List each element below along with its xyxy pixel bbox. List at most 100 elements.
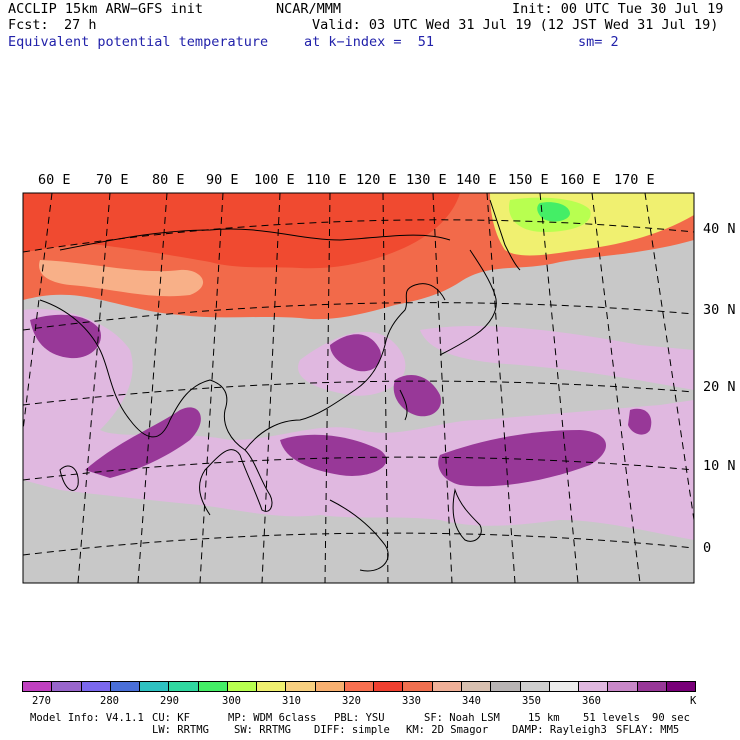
forecast-hour: 27 h bbox=[64, 17, 97, 33]
japan-coast bbox=[439, 249, 497, 356]
colorbar-tick-label: 320 bbox=[342, 695, 361, 707]
level-info: at k−index = 51 bbox=[304, 34, 435, 50]
colorbar-swatch bbox=[491, 682, 521, 691]
high-thetae-philippine-sea bbox=[393, 375, 441, 417]
coastlines bbox=[39, 199, 521, 572]
colorbar-swatch bbox=[637, 682, 667, 691]
colorbar-tick-label: 330 bbox=[402, 695, 421, 707]
longitude-label: 140 E bbox=[456, 172, 497, 188]
meridian-80e bbox=[137, 193, 168, 583]
colorbar-swatch bbox=[140, 682, 170, 691]
colorbar-tick-label: 280 bbox=[100, 695, 119, 707]
south-asia-coast bbox=[39, 299, 273, 516]
longitude-label: 130 E bbox=[406, 172, 447, 188]
footer-item: SW: RRTMG bbox=[234, 724, 291, 736]
high-thetae-bay-of-bengal bbox=[85, 407, 201, 478]
latitude-label: 40 N bbox=[703, 221, 736, 237]
philippines-coast bbox=[452, 488, 482, 542]
latitude-label: 20 N bbox=[703, 379, 736, 395]
colorbar-swatch bbox=[344, 682, 375, 691]
latitude-label: 10 N bbox=[703, 458, 736, 474]
colorbar-tick-label: 350 bbox=[522, 695, 541, 707]
meridian-130e bbox=[432, 193, 453, 583]
colorbar-tick-label: 340 bbox=[462, 695, 481, 707]
meridian-120e bbox=[382, 193, 389, 583]
colorbar-swatch bbox=[110, 682, 141, 691]
longitude-label: 100 E bbox=[254, 172, 295, 188]
longitude-label: 110 E bbox=[306, 172, 347, 188]
footer-item: 15 km bbox=[528, 712, 560, 724]
map-frame bbox=[22, 192, 695, 584]
longitude-label: 120 E bbox=[356, 172, 397, 188]
colorbar bbox=[22, 681, 696, 692]
parallel-40n bbox=[23, 219, 694, 253]
footer-item: 90 sec bbox=[652, 712, 690, 724]
colorbar-tick-label: 290 bbox=[160, 695, 179, 707]
colorbar-tick-label: 270 bbox=[32, 695, 51, 707]
colorbar-swatch bbox=[461, 682, 492, 691]
china-coast bbox=[244, 283, 446, 451]
borneo-coast bbox=[329, 499, 389, 572]
footer-item: CU: KF bbox=[152, 712, 190, 724]
longitude-label: 90 E bbox=[206, 172, 239, 188]
colorbar-tick-label: 310 bbox=[282, 695, 301, 707]
longitude-label: 80 E bbox=[152, 172, 185, 188]
latitude-label: 0 bbox=[703, 540, 712, 556]
colorbar-swatch bbox=[257, 682, 287, 691]
colorbar-tick-label: 360 bbox=[582, 695, 601, 707]
footer-item: SFLAY: MM5 bbox=[616, 724, 680, 736]
colorbar-swatch bbox=[227, 682, 258, 691]
organization-label: NCAR/MMM bbox=[276, 1, 342, 17]
colorbar-swatch bbox=[374, 682, 404, 691]
colorbar-tick-label: 300 bbox=[222, 695, 241, 707]
colorbar-swatch bbox=[198, 682, 228, 691]
high-thetae-south-china-sea bbox=[280, 434, 387, 476]
colorbar-swatch bbox=[286, 682, 316, 691]
high-thetae-east bbox=[628, 408, 652, 435]
longitude-label: 150 E bbox=[508, 172, 549, 188]
latitude-label: 30 N bbox=[703, 302, 736, 318]
hot-region-mongolia bbox=[23, 193, 460, 269]
footer-item: PBL: YSU bbox=[334, 712, 385, 724]
model-title: ACCLIP 15km ARW−GFS init bbox=[8, 1, 204, 17]
init-time: Init: 00 UTC Tue 30 Jul 19 bbox=[512, 1, 724, 17]
footer-item: SF: Noah LSM bbox=[424, 712, 500, 724]
parallel-30n bbox=[23, 302, 694, 331]
coolest-core bbox=[537, 202, 570, 222]
graticule bbox=[23, 193, 694, 583]
footer-item: LW: RRTMG bbox=[152, 724, 209, 736]
meridian-110e bbox=[324, 193, 331, 583]
colorbar-swatch bbox=[549, 682, 580, 691]
footer-item: DIFF: simple bbox=[314, 724, 390, 736]
colorbar-swatch bbox=[579, 682, 609, 691]
forecast-label: Fcst: bbox=[8, 17, 49, 33]
meridian-160e bbox=[591, 193, 641, 583]
meridian-60e bbox=[23, 193, 53, 431]
longitude-label: 160 E bbox=[560, 172, 601, 188]
footer-item: DAMP: Rayleigh3 bbox=[512, 724, 607, 736]
taiwan-coast bbox=[399, 389, 408, 421]
footer-item: MP: WDM 6class bbox=[228, 712, 317, 724]
high-thetae-pakistan bbox=[30, 314, 101, 359]
meridian-140e bbox=[486, 193, 516, 583]
colorbar-swatch bbox=[666, 682, 696, 691]
valid-time: Valid: 03 UTC Wed 31 Jul 19 (12 JST Wed … bbox=[312, 17, 719, 33]
mid-tone-patch bbox=[39, 260, 204, 297]
high-thetae-china bbox=[330, 334, 381, 372]
colorbar-swatch bbox=[52, 682, 82, 691]
moist-patch-pacific bbox=[420, 325, 694, 390]
meridian-150e bbox=[539, 193, 579, 583]
footer-item: 51 levels bbox=[583, 712, 640, 724]
colorbar-swatch bbox=[432, 682, 462, 691]
parallel-20n bbox=[23, 380, 694, 406]
footer-item: KM: 2D Smagor bbox=[406, 724, 489, 736]
parallel-10n bbox=[23, 456, 694, 481]
smoothing-info: sm= 2 bbox=[578, 34, 619, 50]
colorbar-swatch bbox=[608, 682, 638, 691]
colorbar-swatch bbox=[403, 682, 433, 691]
parallel-0 bbox=[23, 532, 694, 556]
footer-item: Model Info: V4.1.1 bbox=[30, 712, 144, 724]
field-name: Equivalent potential temperature bbox=[8, 34, 269, 50]
meridian-90e bbox=[199, 193, 224, 583]
